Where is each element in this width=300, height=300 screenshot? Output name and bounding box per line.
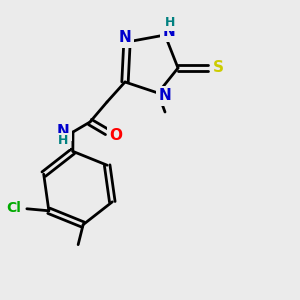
Text: H: H [58, 134, 68, 148]
Text: N: N [159, 88, 171, 104]
Text: Cl: Cl [6, 201, 21, 215]
Text: N: N [57, 124, 69, 139]
Text: H: H [165, 16, 175, 29]
Text: N: N [118, 31, 131, 46]
Text: S: S [212, 61, 224, 76]
Text: O: O [110, 128, 122, 142]
Text: N: N [163, 25, 176, 40]
